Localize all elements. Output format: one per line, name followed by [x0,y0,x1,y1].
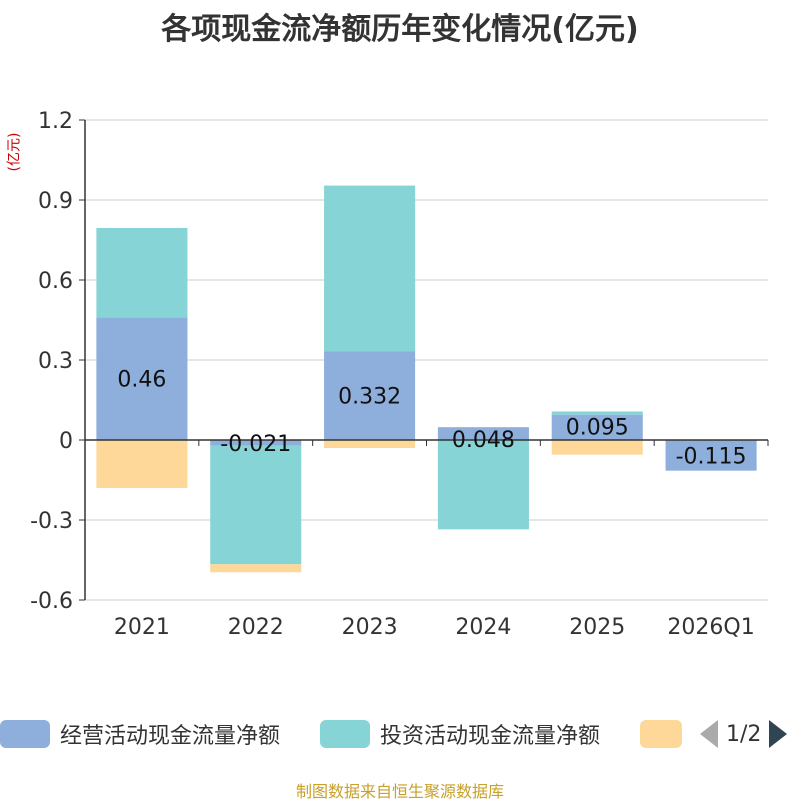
data-label-2021: 0.46 [117,368,166,393]
data-label-2026Q1: -0.115 [676,444,747,469]
bar-operating-2026Q1 [665,440,757,471]
bar-financing-2025 [551,440,643,455]
legend-label-operating: 经营活动现金流量净额 [60,724,281,749]
bar-operating-2022 [210,440,302,446]
y-tick-label: 0 [59,429,73,454]
cash-flow-chart: -0.6 -0.3 0 0.3 0.6 0.9 1.2 0.46 -0.021 0.332 0.04… [30,109,769,640]
bar-investing-2023 [324,185,416,352]
y-tick-label: 0.9 [38,189,73,214]
legend-item-operating[interactable]: 经营活动现金流量净额 [0,714,280,754]
x-tick-label: 2023 [342,615,398,640]
bar-investing-2024 [437,440,529,530]
legend-swatch-operating [0,720,50,748]
data-source-note: 制图数据来自恒生聚源数据库 [295,782,504,801]
data-label-2022: -0.021 [220,432,291,457]
legend-swatch-financing [640,720,682,748]
x-tick-label: 2025 [569,615,625,640]
bar-operating-2025 [551,414,643,440]
bar-financing-2023 [324,440,416,448]
legend-label-investing: 投资活动现金流量净额 [380,724,601,749]
bar-investing-2022 [210,445,302,565]
y-tick-label: -0.6 [30,589,73,614]
x-tick-label: 2022 [228,615,284,640]
y-tick-label: -0.3 [30,509,73,534]
y-tick-label: 0.3 [38,349,73,374]
legend-next-arrow-icon[interactable] [769,720,788,748]
legend-page-indicator: 1/2 [726,721,762,747]
data-label-2023: 0.332 [338,385,401,410]
x-tick-label: 2024 [455,615,511,640]
bar-operating-2023 [324,351,416,440]
bar-financing-2022 [210,564,302,573]
bar-operating-2021 [96,317,188,440]
legend-pager: 1/2 [700,714,788,754]
legend-item-investing[interactable]: 投资活动现金流量净额 [320,714,600,754]
x-tick-label: 2021 [114,615,170,640]
legend-item-financing[interactable] [640,714,682,754]
chart-title: 各项现金流净额历年变化情况(亿元) [161,12,639,47]
legend-prev-arrow-icon[interactable] [700,720,718,748]
legend: 经营活动现金流量净额 投资活动现金流量净额 [0,714,800,754]
data-label-2024: 0.048 [452,428,515,453]
bar-financing-2021 [96,440,188,488]
bar-investing-2021 [96,228,188,318]
bar-investing-2025 [551,411,643,415]
bar-operating-2024 [437,427,529,440]
x-tick-label: 2026Q1 [667,615,754,640]
y-tick-label: 0.6 [38,269,73,294]
legend-swatch-investing [320,720,370,748]
data-label-2025: 0.095 [566,416,629,441]
y-tick-label: 1.2 [38,109,73,134]
